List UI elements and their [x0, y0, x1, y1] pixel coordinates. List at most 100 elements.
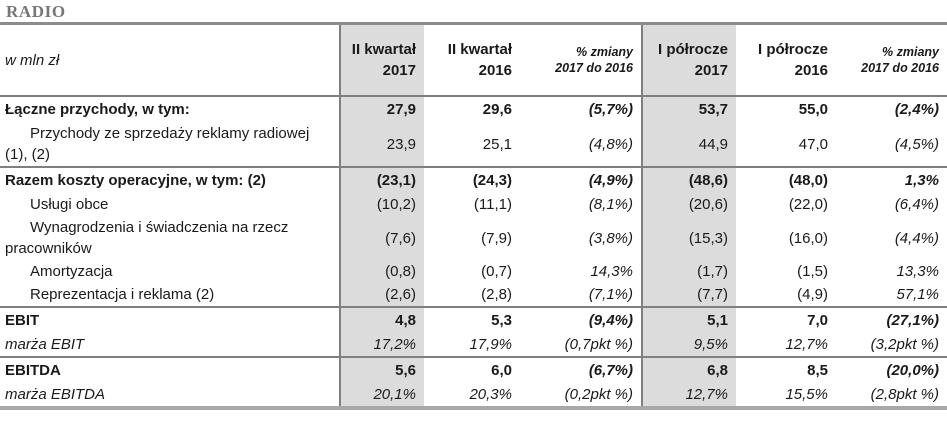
value-cell: (1,5)	[797, 263, 828, 280]
value-cell: 9,5%	[641, 333, 736, 357]
value-cell: 20,1%	[339, 383, 424, 406]
value-cell: (27,1%)	[836, 306, 947, 333]
row-label: marża EBITDA	[5, 386, 106, 403]
table-row: EBIT 4,8 5,3 (9,4%) 5,1 7,0 (27,1%)	[0, 306, 947, 333]
value-cell: (9,4%)	[520, 306, 642, 333]
value-cell: 20,3%	[469, 386, 512, 403]
value-cell: (4,9)	[797, 286, 828, 303]
value-cell: (48,0)	[736, 166, 836, 193]
value-cell: (24,3)	[424, 166, 520, 193]
row-label: Łączne przychody, w tym:	[5, 101, 190, 118]
row-label: Amortyzacja	[30, 263, 113, 280]
value-cell: (6,7%)	[520, 356, 642, 383]
table-row: EBITDA 5,6 6,0 (6,7%) 6,8 8,5 (20,0%)	[0, 356, 947, 383]
value-cell: (10,2)	[339, 193, 424, 216]
table-row: marża EBIT 17,2% 17,9% (0,7pkt %) 9,5% 12,7% (…	[0, 333, 947, 357]
value-cell: (4,8%)	[588, 135, 633, 153]
value-cell: (3,8%)	[588, 229, 633, 247]
value-cell: (1,7)	[641, 260, 736, 283]
table-row: marża EBITDA 20,1% 20,3% (0,2pkt %) 12,7% 15,…	[0, 383, 947, 406]
value-cell: 6,8	[641, 356, 736, 383]
row-label: EBIT	[0, 306, 340, 333]
value-cell: (0,7pkt %)	[564, 336, 633, 353]
header-line: II kwartał	[351, 41, 416, 58]
row-label: Usługi obce	[30, 196, 109, 213]
value-cell: 14,3%	[590, 263, 633, 280]
value-cell: (48,6)	[641, 166, 736, 193]
value-cell: (22,0)	[788, 196, 828, 213]
value-cell: (5,7%)	[588, 101, 633, 118]
row-label: Przychody ze sprzedaży reklamy radiowej …	[5, 125, 310, 163]
value-cell: 57,1%	[896, 286, 939, 303]
value-cell: (7,1%)	[588, 286, 633, 303]
value-cell: (20,0%)	[836, 356, 947, 383]
column-header-change-q: % zmiany 2017 do 2016	[520, 25, 642, 97]
value-cell: 25,1	[482, 135, 512, 153]
value-cell: (7,7)	[641, 283, 736, 307]
value-cell: (7,6)	[339, 216, 424, 260]
value-cell: 47,0	[798, 135, 828, 153]
page-title: RADIO	[6, 2, 66, 21]
value-cell: (2,6)	[339, 283, 424, 307]
value-cell: 5,6	[339, 356, 424, 383]
value-cell: 6,0	[424, 356, 520, 383]
value-cell: 13,3%	[896, 263, 939, 280]
value-cell: (16,0)	[788, 229, 828, 247]
value-cell: 53,7	[641, 96, 736, 122]
row-label: Razem koszty operacyjne, w tym: (2)	[0, 166, 340, 193]
financial-table: w mln zł II kwartał 2017 II kwartał 2016…	[0, 25, 947, 406]
value-cell: 17,9%	[469, 336, 512, 353]
header-line: 2017 do 2016	[555, 61, 633, 75]
value-cell: (3,2pkt %)	[870, 336, 939, 353]
value-cell: (6,4%)	[894, 196, 939, 213]
row-label: Reprezentacja i reklama (2)	[30, 286, 215, 303]
row-label: Wynagrodzenia i świadczenia na rzecz pra…	[5, 219, 289, 257]
value-cell: (0,7)	[481, 263, 512, 280]
value-cell: 1,3%	[836, 166, 947, 193]
value-cell: (4,9%)	[520, 166, 642, 193]
column-header-h1-2016: I półrocze 2016	[736, 25, 836, 97]
header-line: 2017	[382, 62, 416, 79]
table-row: Łączne przychody, w tym: 27,9 29,6 (5,7%) 53…	[0, 96, 947, 122]
value-cell: 17,2%	[339, 333, 424, 357]
value-cell: 5,1	[641, 306, 736, 333]
value-cell: (2,4%)	[894, 101, 939, 118]
value-cell: 7,0	[736, 306, 836, 333]
value-cell: (15,3)	[641, 216, 736, 260]
value-cell: (4,5%)	[894, 135, 939, 153]
header-line: I półrocze	[757, 41, 828, 58]
value-cell: (11,1)	[473, 196, 512, 213]
column-header-q2-2016: II kwartał 2016	[424, 25, 520, 97]
value-cell: 4,8	[339, 306, 424, 333]
header-row: w mln zł II kwartał 2017 II kwartał 2016…	[0, 25, 947, 97]
header-line: % zmiany	[576, 45, 633, 59]
column-header-q2-2017: II kwartał 2017	[339, 25, 424, 97]
header-line: 2016	[478, 62, 512, 79]
value-cell: (0,2pkt %)	[564, 386, 633, 403]
value-cell: 23,9	[339, 122, 424, 167]
table-body: Łączne przychody, w tym: 27,9 29,6 (5,7%) 53…	[0, 96, 947, 406]
value-cell: (4,4%)	[894, 229, 939, 247]
row-label: marża EBIT	[5, 336, 85, 353]
value-cell: 27,9	[339, 96, 424, 122]
value-cell: (23,1)	[339, 166, 424, 193]
value-cell: 12,7%	[641, 383, 736, 406]
header-line: 2017	[694, 62, 728, 79]
table-row: Reprezentacja i reklama (2) (2,6) (2,8) (7,…	[0, 283, 947, 307]
header-line: II kwartał	[447, 41, 512, 58]
column-header-change-h: % zmiany 2017 do 2016	[836, 25, 947, 97]
header-line: % zmiany	[882, 45, 939, 59]
table-row: Wynagrodzenia i świadczenia na rzecz pra…	[0, 216, 947, 260]
table-row: Amortyzacja (0,8) (0,7) 14,3% (1,7) (1,5) 13,3…	[0, 260, 947, 283]
value-cell: (8,1%)	[588, 196, 633, 213]
unit-label: w mln zł	[0, 25, 340, 97]
value-cell: 29,6	[482, 101, 512, 118]
value-cell: 55,0	[798, 101, 828, 118]
value-cell: 15,5%	[785, 386, 828, 403]
value-cell: 5,3	[424, 306, 520, 333]
value-cell: (7,9)	[481, 229, 512, 247]
value-cell: (2,8)	[481, 286, 512, 303]
value-cell: (2,8pkt %)	[870, 386, 939, 403]
row-label: EBITDA	[0, 356, 340, 383]
value-cell: 8,5	[736, 356, 836, 383]
